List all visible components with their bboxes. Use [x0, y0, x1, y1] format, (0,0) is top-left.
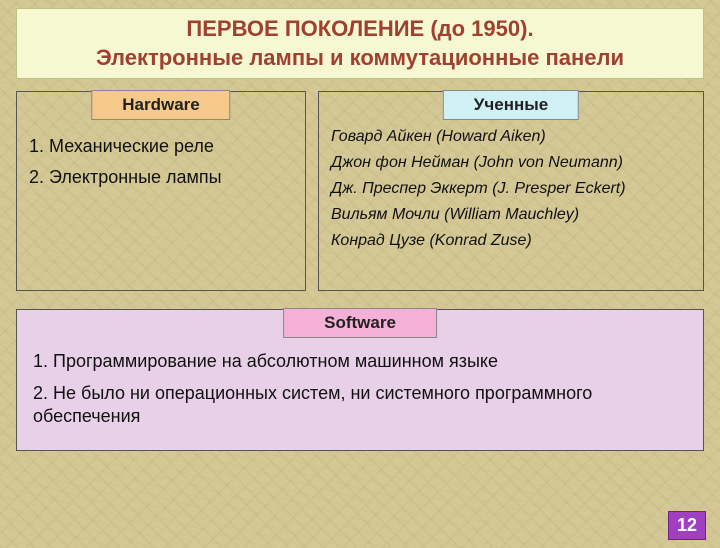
- list-item: 2. Электронные лампы: [29, 167, 293, 188]
- scientists-panel: Ученные Говард Айкен (Howard Aiken) Джон…: [318, 91, 704, 291]
- list-item: 1. Механические реле: [29, 136, 293, 157]
- scientists-label: Ученные: [443, 90, 579, 120]
- list-item: Говард Айкен (Howard Aiken): [331, 128, 691, 146]
- list-item: Вильям Мочли (William Mauchley): [331, 206, 691, 224]
- software-body: 1. Программирование на абсолютном машинн…: [33, 334, 687, 428]
- hardware-panel: Hardware 1. Механические реле 2. Электро…: [16, 91, 306, 291]
- hardware-body: 1. Механические реле 2. Электронные ламп…: [17, 106, 305, 208]
- top-row: Hardware 1. Механические реле 2. Электро…: [16, 91, 704, 291]
- title-line2: Электронные лампы и коммутационные панел…: [27, 44, 693, 73]
- hardware-label: Hardware: [91, 90, 230, 120]
- scientists-body: Говард Айкен (Howard Aiken) Джон фон Ней…: [319, 106, 703, 266]
- software-panel: Software 1. Программирование на абсолютн…: [16, 309, 704, 451]
- title-line1: ПЕРВОЕ ПОКОЛЕНИЕ (до 1950).: [27, 15, 693, 44]
- software-label: Software: [283, 308, 437, 338]
- list-item: Джон фон Нейман (John von Neumann): [331, 154, 691, 172]
- title-banner: ПЕРВОЕ ПОКОЛЕНИЕ (до 1950). Электронные …: [16, 8, 704, 79]
- list-item: 1. Программирование на абсолютном машинн…: [33, 350, 687, 373]
- list-item: 2. Не было ни операционных систем, ни си…: [33, 382, 687, 429]
- list-item: Конрад Цузе (Konrad Zuse): [331, 232, 691, 250]
- page-number: 12: [668, 511, 706, 540]
- list-item: Дж. Преспер Эккерт (J. Presper Eckert): [331, 180, 691, 198]
